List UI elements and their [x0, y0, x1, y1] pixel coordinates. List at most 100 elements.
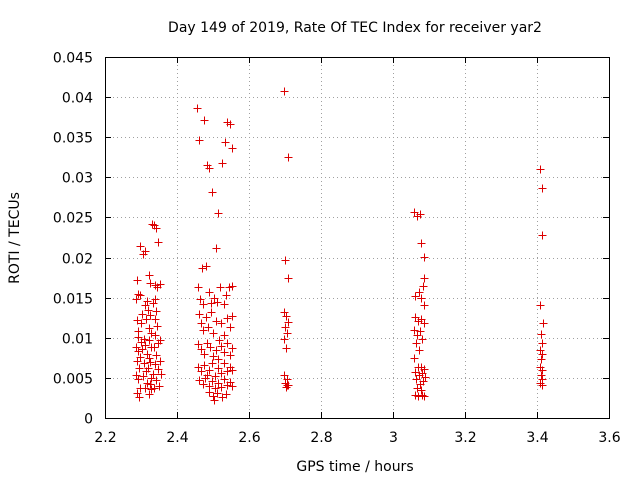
data-point [212, 317, 221, 326]
x-tick-label: 3.6 [598, 430, 620, 446]
data-point [201, 374, 210, 383]
data-point [282, 312, 291, 321]
data-point [202, 262, 211, 271]
data-point [147, 374, 156, 383]
data-point [197, 367, 206, 376]
data-point [282, 383, 291, 392]
data-point [199, 326, 208, 335]
y-tick-label: 0.04 [62, 91, 93, 107]
data-point [202, 313, 211, 322]
axis-ticks [105, 57, 610, 419]
data-point [220, 348, 229, 357]
data-point [198, 264, 207, 273]
data-point [208, 359, 217, 368]
data-point [157, 370, 166, 379]
data-point [223, 339, 232, 348]
data-point [212, 244, 221, 253]
data-point [216, 283, 225, 292]
tick-labels: 2.2 2.4 2.6 2.8 3 3.2 3.4 3.6 0 0.005 0.01 0.015 0.0… [53, 51, 621, 447]
data-point [134, 333, 143, 342]
data-point [211, 384, 220, 393]
data-point [137, 319, 146, 328]
data-point [199, 380, 208, 389]
data-point [142, 315, 151, 324]
data-point [217, 342, 226, 351]
data-point [221, 138, 230, 147]
data-point [420, 319, 429, 328]
data-point [226, 351, 235, 360]
data-point [151, 315, 160, 324]
data-point [143, 297, 152, 306]
data-point [284, 318, 293, 327]
data-point [228, 382, 237, 391]
data-point [153, 322, 162, 331]
data-point [154, 365, 163, 374]
data-point [226, 120, 235, 129]
y-tick-label: 0.045 [53, 51, 93, 67]
data-point [143, 350, 152, 359]
data-point [280, 335, 289, 344]
data-point [151, 281, 160, 290]
data-point [206, 343, 215, 352]
data-point [208, 188, 217, 197]
data-point [211, 372, 220, 381]
y-tick-label: 0.035 [53, 131, 93, 147]
data-point [282, 344, 291, 353]
data-point [150, 384, 159, 393]
data-point [151, 295, 160, 304]
data-point [149, 299, 158, 308]
data-point [538, 184, 547, 193]
x-tick-label: 2.6 [238, 430, 260, 446]
data-point [135, 364, 144, 373]
data-point [420, 301, 429, 310]
data-point [207, 308, 216, 317]
data-point [152, 224, 161, 233]
data-point [209, 329, 218, 338]
plot-frame [105, 57, 610, 419]
data-point [537, 371, 546, 380]
data-point [538, 366, 547, 375]
data-point [139, 372, 148, 381]
data-point [419, 377, 428, 386]
data-point [152, 307, 161, 316]
data-point [283, 329, 292, 338]
data-point [281, 256, 290, 265]
data-point [537, 355, 546, 364]
data-point [536, 301, 545, 310]
data-point [136, 242, 145, 251]
data-point [145, 390, 154, 399]
data-point [417, 386, 426, 395]
data-point [416, 210, 425, 219]
grid-lines [105, 57, 609, 418]
data-point [284, 153, 293, 162]
data-point [141, 384, 150, 393]
data-point [220, 359, 229, 368]
data-point [228, 144, 237, 153]
data-point [147, 329, 156, 338]
data-point [155, 382, 164, 391]
data-point [415, 288, 424, 297]
data-point [214, 364, 223, 373]
y-tick-label: 0 [84, 412, 93, 428]
data-point [152, 376, 161, 385]
data-point [217, 383, 226, 392]
data-point [205, 366, 214, 375]
y-axis-label: ROTI / TECUs [7, 192, 23, 284]
data-point [538, 381, 547, 390]
data-points [132, 87, 548, 405]
x-tick-label: 2.4 [166, 430, 188, 446]
x-tick-label: 2.2 [94, 430, 116, 446]
data-point [213, 298, 222, 307]
x-tick-label: 2.8 [310, 430, 332, 446]
data-point [205, 164, 214, 173]
data-point [132, 371, 141, 380]
data-point [418, 391, 427, 400]
data-point [138, 310, 147, 319]
data-point [222, 390, 231, 399]
data-point [148, 220, 157, 229]
data-point [412, 339, 421, 348]
data-point [154, 238, 163, 247]
data-point [204, 323, 213, 332]
data-point [213, 389, 222, 398]
